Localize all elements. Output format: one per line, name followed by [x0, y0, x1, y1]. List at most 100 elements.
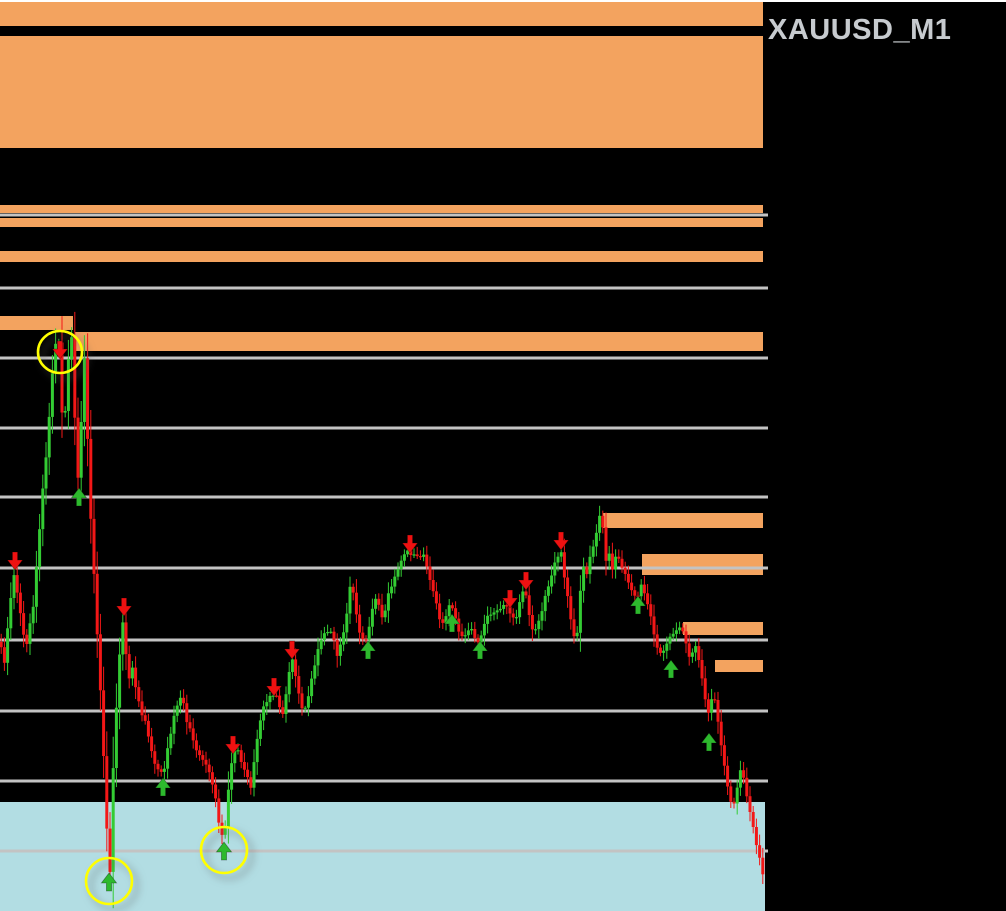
candle-body — [252, 762, 256, 788]
buy-arrow-icon[interactable] — [471, 640, 489, 660]
candle-body — [134, 667, 138, 688]
candle-body — [326, 632, 330, 634]
candle-body — [399, 560, 403, 570]
candle-body — [194, 740, 198, 751]
candle-wick — [275, 688, 277, 698]
candle-wick — [663, 645, 665, 661]
candle-body — [668, 636, 672, 644]
separator-layer — [0, 27, 766, 35]
sell-arrow-icon[interactable] — [501, 589, 519, 609]
supply-zone[interactable] — [0, 36, 763, 148]
signal-highlight-circle[interactable] — [199, 825, 249, 875]
signal-highlight-circle[interactable] — [36, 329, 84, 375]
sell-arrow-icon[interactable] — [552, 531, 570, 551]
sell-arrow-icon[interactable] — [401, 534, 419, 554]
supply-zone[interactable] — [0, 205, 763, 213]
candle-body — [322, 633, 326, 641]
price-level-line[interactable] — [0, 709, 768, 713]
candle-body — [124, 622, 128, 655]
candle-body — [86, 358, 90, 439]
candle-body — [617, 556, 621, 559]
supply-zone[interactable] — [0, 251, 763, 262]
supply-zone[interactable] — [75, 332, 763, 351]
candle-body — [713, 699, 717, 701]
sell-arrow-icon[interactable] — [224, 735, 242, 755]
price-level-line[interactable] — [0, 356, 768, 360]
candle-body — [527, 595, 531, 615]
candle-body — [313, 665, 317, 679]
separator-line[interactable] — [0, 27, 766, 35]
candle-body — [502, 605, 506, 609]
candle-body — [210, 772, 214, 785]
buy-arrow-icon[interactable] — [70, 487, 88, 507]
candle-body — [412, 554, 416, 556]
sell-arrow-icon[interactable] — [51, 340, 69, 360]
supply-zone[interactable] — [715, 660, 763, 672]
sell-arrow-icon[interactable] — [283, 640, 301, 660]
candle-wick — [423, 547, 425, 562]
candle-body — [105, 756, 109, 829]
buy-arrow-icon[interactable] — [359, 640, 377, 660]
candle-body — [278, 695, 282, 708]
candle-body — [370, 608, 374, 627]
candle-body — [146, 720, 150, 737]
candle-body — [54, 343, 58, 374]
price-level-line[interactable] — [0, 495, 768, 499]
candle-body — [633, 590, 637, 596]
candle-body — [239, 750, 243, 762]
supply-zone[interactable] — [642, 554, 763, 575]
buy-arrow-icon[interactable] — [629, 595, 647, 615]
price-level-line[interactable] — [0, 638, 768, 642]
candle-body — [537, 620, 541, 630]
candle-body — [697, 646, 701, 660]
sell-arrow-icon[interactable] — [265, 677, 283, 697]
buy-arrow-icon[interactable] — [154, 777, 172, 797]
candle-body — [543, 595, 547, 612]
sell-arrow-icon[interactable] — [517, 571, 535, 591]
candle-body — [582, 566, 586, 591]
supply-zone[interactable] — [0, 218, 763, 227]
candle-wick — [515, 609, 517, 624]
candle-body — [402, 554, 406, 561]
signal-highlight-circle[interactable] — [84, 856, 134, 906]
supply-zone[interactable] — [683, 622, 763, 635]
candle-body — [185, 703, 189, 723]
candle-body — [338, 644, 342, 656]
price-level-line[interactable] — [0, 849, 768, 853]
candle-body — [172, 715, 176, 734]
candle-body — [156, 763, 160, 770]
price-level-line[interactable] — [0, 566, 768, 570]
candle-wick — [714, 692, 716, 704]
candle-body — [137, 687, 141, 702]
price-level-line[interactable] — [0, 213, 768, 217]
price-level-line[interactable] — [0, 426, 768, 430]
supply-zone[interactable] — [0, 2, 763, 26]
candle-body — [236, 750, 240, 752]
buy-arrow-icon[interactable] — [662, 659, 680, 679]
candle-body — [319, 640, 323, 650]
candle-body — [428, 566, 432, 580]
buy-arrow-icon[interactable] — [443, 613, 461, 633]
candle-body — [546, 586, 550, 596]
candle-body — [530, 615, 534, 630]
candle-body — [572, 619, 576, 637]
candle-body — [89, 438, 93, 519]
sell-arrow-icon[interactable] — [115, 597, 133, 617]
candle-body — [716, 700, 720, 722]
candle-body — [470, 629, 474, 631]
price-level-line[interactable] — [0, 286, 768, 290]
supply-zone[interactable] — [603, 513, 763, 528]
candle-wick — [413, 548, 415, 558]
buy-arrow-icon[interactable] — [100, 872, 118, 892]
demand-zone[interactable] — [0, 802, 765, 911]
candle-body — [230, 763, 234, 790]
buy-arrow-icon[interactable] — [215, 841, 233, 861]
sell-arrow-icon[interactable] — [6, 551, 24, 571]
price-level-line[interactable] — [0, 779, 768, 783]
buy-arrow-icon[interactable] — [700, 732, 718, 752]
candle-body — [754, 827, 758, 846]
candle-body — [383, 610, 387, 618]
candle-body — [735, 787, 739, 804]
supply-zone[interactable] — [0, 316, 73, 330]
